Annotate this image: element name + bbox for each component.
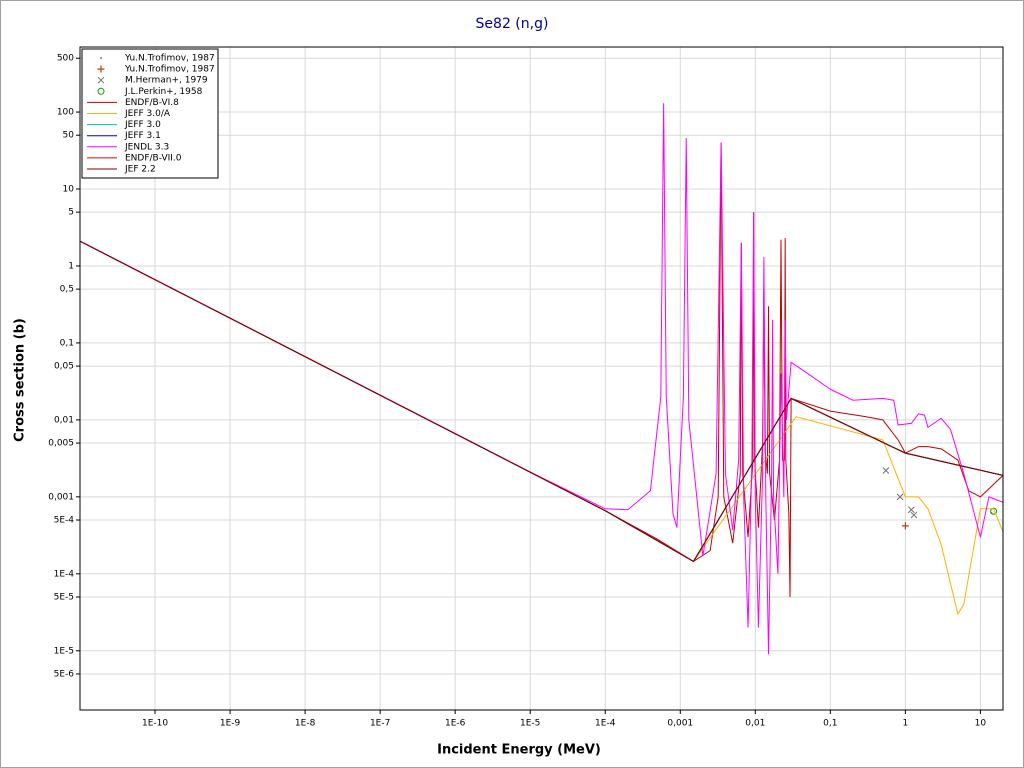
y-tick-label: 1E-5 bbox=[54, 646, 74, 656]
y-tick-label: 5E-5 bbox=[54, 592, 74, 602]
marker-cross bbox=[97, 76, 105, 84]
marker-cross bbox=[910, 511, 918, 519]
legend-label: ENDF/B-VII.0 bbox=[125, 153, 182, 163]
y-tick-label: 0,05 bbox=[54, 362, 74, 372]
marker-cross bbox=[896, 493, 904, 501]
x-tick-label: 0,001 bbox=[667, 719, 693, 729]
marker-plus bbox=[901, 522, 909, 530]
marker bbox=[901, 522, 909, 530]
plot-border bbox=[79, 46, 1004, 711]
x-tick-label: 0,1 bbox=[823, 719, 837, 729]
marker bbox=[910, 511, 918, 519]
marker bbox=[896, 493, 904, 501]
series-line bbox=[80, 142, 1003, 597]
chart-title: Se82 (n,g) bbox=[476, 16, 549, 32]
marker-cross bbox=[882, 467, 890, 474]
y-tick-label: 1 bbox=[68, 261, 74, 271]
y-tick-label: 5E-6 bbox=[54, 669, 75, 679]
y-tick-label: 0,005 bbox=[48, 439, 74, 449]
x-tick-label: 0,01 bbox=[745, 719, 765, 729]
marker-cross bbox=[907, 506, 915, 514]
y-axis-label: Cross section (b) bbox=[13, 318, 28, 442]
y-tick-label: 10 bbox=[63, 185, 75, 195]
legend-label: M.Herman+, 1979 bbox=[125, 76, 208, 86]
grid bbox=[80, 47, 1003, 710]
series-line bbox=[80, 240, 1003, 563]
marker bbox=[97, 87, 105, 95]
x-tick-label: 1E-10 bbox=[142, 719, 168, 729]
legend-label: JEF 2.2 bbox=[124, 165, 156, 175]
y-tick-label: 1E-4 bbox=[54, 569, 75, 579]
marker bbox=[100, 57, 102, 59]
y-tick-label: 0,5 bbox=[60, 285, 74, 295]
legend-label: Yu.N.Trofimov, 1987 bbox=[124, 65, 215, 75]
x-tick-label: 1E-6 bbox=[445, 719, 466, 729]
marker bbox=[990, 507, 998, 515]
plot-area bbox=[80, 103, 1003, 655]
legend-label: JEFF 3.0/A bbox=[124, 109, 171, 119]
legend-label: ENDF/B-VI.8 bbox=[125, 98, 179, 108]
ticks: 1E-10 1E-9 1E-8 1E-7 1E-6 1E-5 1E-4 0,001 0,01 0,… bbox=[48, 54, 986, 729]
legend-label: JEFF 3.1 bbox=[124, 131, 161, 141]
y-tick-label: 0,1 bbox=[60, 338, 74, 348]
x-tick-label: 1E-5 bbox=[520, 719, 540, 729]
marker bbox=[97, 65, 105, 73]
legend-label: JENDL 3.3 bbox=[124, 142, 169, 152]
marker-circle bbox=[97, 87, 105, 95]
y-tick-label: 100 bbox=[57, 108, 74, 118]
y-tick-label: 0,01 bbox=[54, 415, 74, 425]
legend-label: JEFF 3.0 bbox=[124, 120, 161, 130]
marker-plus bbox=[97, 65, 105, 73]
marker-dot bbox=[100, 57, 102, 59]
x-tick-label: 1 bbox=[903, 719, 909, 729]
marker bbox=[97, 76, 105, 84]
x-tick-label: 10 bbox=[975, 719, 987, 729]
x-tick-label: 1E-4 bbox=[595, 719, 616, 729]
x-tick-label: 1E-7 bbox=[370, 719, 390, 729]
marker bbox=[907, 506, 915, 514]
marker-circle bbox=[990, 507, 998, 515]
x-tick-label: 1E-9 bbox=[220, 719, 241, 729]
series-line bbox=[80, 103, 1003, 655]
y-tick-label: 5 bbox=[68, 208, 74, 218]
legend-label: Yu.N.Trofimov, 1987 bbox=[124, 54, 215, 64]
y-tick-label: 500 bbox=[57, 54, 74, 64]
legend-label: J.L.Perkin+, 1958 bbox=[124, 87, 203, 97]
x-tick-label: 1E-8 bbox=[295, 719, 316, 729]
y-tick-label: 5E-4 bbox=[54, 516, 75, 526]
x-axis-label: Incident Energy (MeV) bbox=[437, 743, 601, 758]
y-tick-label: 50 bbox=[63, 131, 75, 141]
marker bbox=[882, 467, 890, 474]
y-tick-label: 0,001 bbox=[48, 492, 74, 502]
